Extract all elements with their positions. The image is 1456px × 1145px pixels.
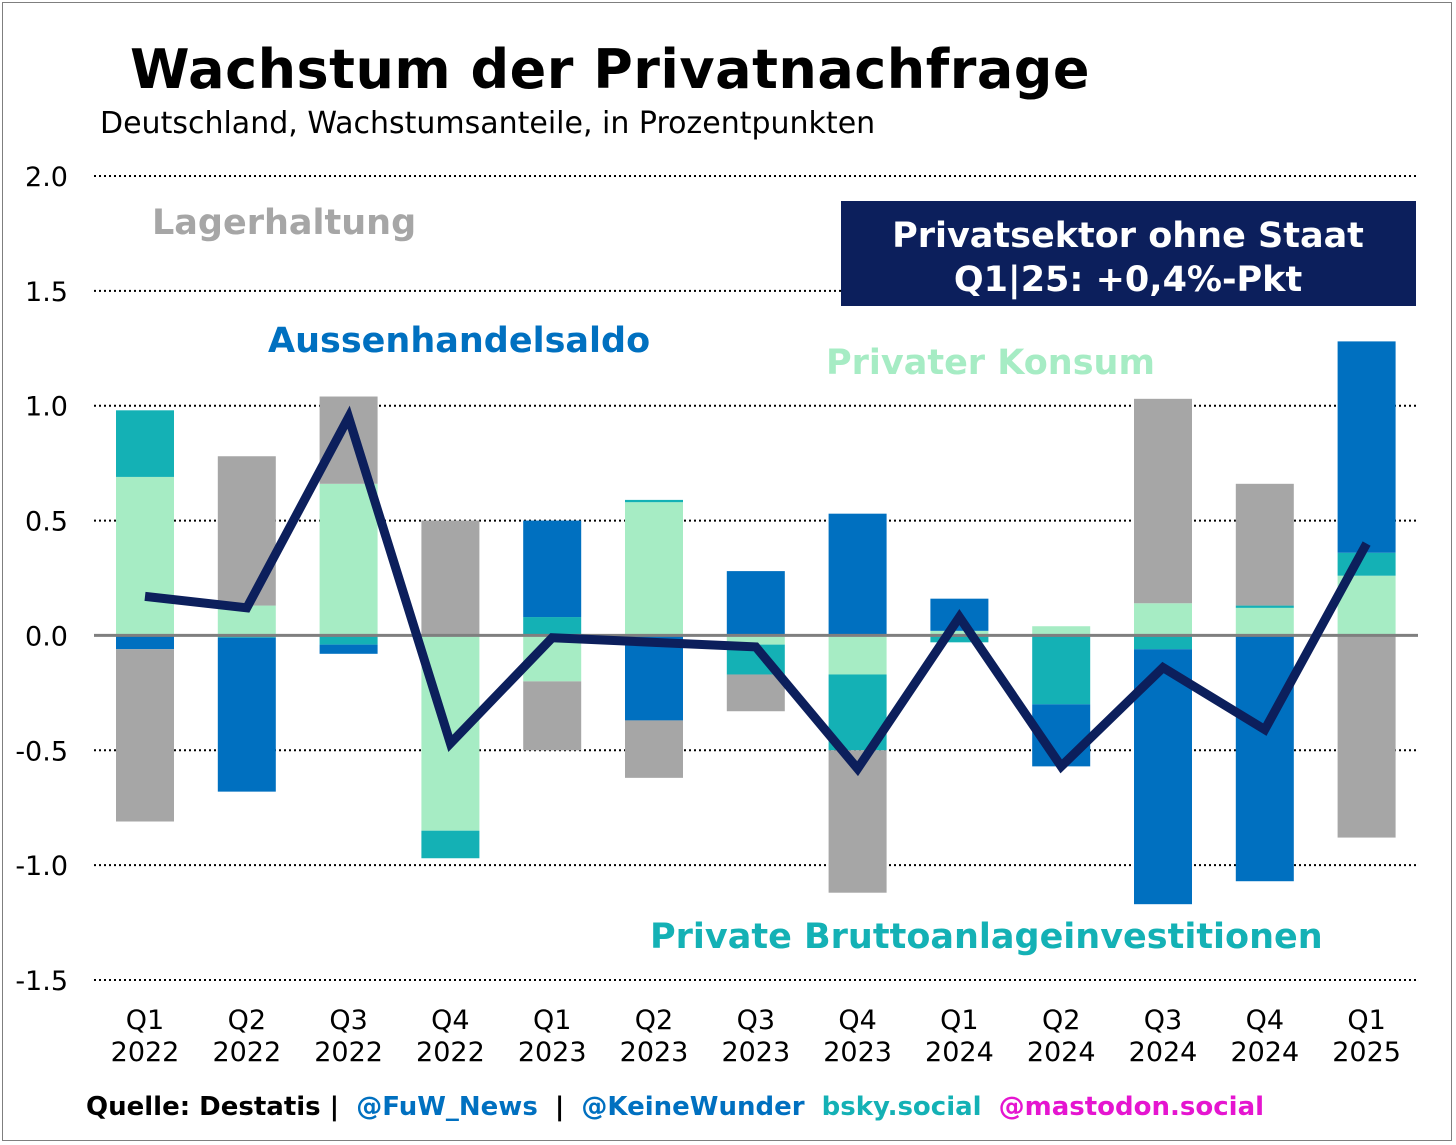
bar-segment	[625, 502, 683, 636]
bar-segment	[625, 720, 683, 778]
y-tick-label: 1.5	[25, 277, 68, 308]
bar-segment	[116, 635, 174, 650]
x-tick-label-year: 2024	[1129, 1037, 1198, 1068]
x-tick-label-year: 2023	[620, 1037, 689, 1068]
bar-segment	[625, 499, 683, 503]
y-tick-label: 2.0	[25, 162, 68, 193]
x-tick-label-year: 2022	[416, 1037, 485, 1068]
x-tick-label-year: 2022	[212, 1037, 281, 1068]
callout-line-2: Q1|25: +0,4%-Pkt	[954, 260, 1302, 300]
bar-segment	[319, 644, 378, 654]
footer-keinewunder-link[interactable]: @KeineWunder	[581, 1092, 805, 1122]
bar-segment	[1032, 635, 1091, 705]
bar-segment	[1235, 483, 1294, 606]
x-tick-label-year: 2023	[721, 1037, 790, 1068]
x-tick-label-quarter: Q3	[1144, 1005, 1182, 1036]
bar-segment	[116, 410, 174, 477]
bar-segment	[828, 513, 887, 636]
bar-segment	[319, 483, 378, 636]
x-tick-label-year: 2023	[518, 1037, 587, 1068]
x-tick-label-year: 2024	[1230, 1037, 1299, 1068]
bar-segment	[726, 674, 785, 712]
x-tick-label-quarter: Q2	[228, 1005, 266, 1036]
bar-segment	[1235, 607, 1294, 636]
bar-segment	[217, 456, 276, 606]
y-tick-label: -1.0	[15, 851, 68, 882]
x-tick-label-quarter: Q4	[1246, 1005, 1284, 1036]
bar-segment	[1134, 398, 1192, 604]
total-line	[144, 405, 1371, 777]
bar-segment	[1235, 605, 1294, 608]
bar-segment	[726, 571, 785, 636]
y-tick-label: 0.0	[25, 621, 68, 652]
x-tick-label-quarter: Q3	[737, 1005, 775, 1036]
chart-subtitle: Deutschland, Wachstumsanteile, in Prozen…	[100, 106, 876, 141]
callout-box	[841, 201, 1416, 306]
footer-bsky-link[interactable]: bsky.social	[821, 1092, 982, 1122]
bar-segment	[116, 649, 174, 822]
x-tick-label-quarter: Q1	[126, 1005, 164, 1036]
grid-lines	[94, 175, 1418, 981]
footer-mastodon-link[interactable]: @mastodon.social	[998, 1092, 1265, 1122]
annotation-lagerhaltung: Lagerhaltung	[152, 203, 416, 243]
bar-segment	[1134, 603, 1192, 636]
x-tick-label-quarter: Q4	[431, 1005, 469, 1036]
bar-segment	[116, 476, 174, 636]
x-tick-label-year: 2024	[1027, 1037, 1096, 1068]
x-tick-label-quarter: Q2	[1042, 1005, 1080, 1036]
bar-segment	[217, 637, 276, 792]
y-tick-label: -1.5	[15, 966, 68, 997]
bar-segment	[828, 635, 887, 675]
x-tick-label-year: 2024	[925, 1037, 994, 1068]
callout-line-1: Privatsektor ohne Staat	[892, 216, 1364, 256]
x-tick-label-quarter: Q1	[1347, 1005, 1385, 1036]
y-axis-labels: 2.0 1.5 1.0 0.5 0.0 -0.5 -1.0 -1.5	[15, 162, 68, 997]
annotation-bruttoanlageinvestitionen: Private Bruttoanlageinvestitionen	[650, 917, 1323, 957]
x-tick-label-year: 2022	[314, 1037, 383, 1068]
annotation-privater-konsum: Privater Konsum	[826, 343, 1155, 383]
bar-segment	[1032, 626, 1091, 636]
annotation-aussenhandelsaldo: Aussenhandelsaldo	[268, 321, 650, 361]
x-tick-label-year: 2022	[111, 1037, 180, 1068]
y-tick-label: 0.5	[25, 507, 68, 538]
x-tick-label-year: 2023	[823, 1037, 892, 1068]
bar-segment	[1134, 635, 1192, 650]
chart-title: Wachstum der Privatnachfrage	[130, 38, 1091, 101]
bar-segment	[421, 830, 480, 859]
footer: Quelle: Destatis | @FuW_News | @KeineWun…	[86, 1092, 1264, 1122]
bar-segment	[523, 520, 582, 618]
bar-segment	[1337, 341, 1396, 553]
x-tick-label-quarter: Q1	[533, 1005, 571, 1036]
y-tick-label: -0.5	[15, 736, 68, 767]
x-tick-label-quarter: Q3	[329, 1005, 367, 1036]
footer-source: Quelle: Destatis |	[86, 1092, 340, 1122]
bar-segment	[319, 635, 378, 645]
bar-segment	[930, 635, 989, 643]
bar-segment	[1235, 635, 1294, 882]
x-tick-label-year: 2025	[1332, 1037, 1401, 1068]
bars	[116, 341, 1396, 905]
x-tick-label-quarter: Q2	[635, 1005, 673, 1036]
footer-fuw-link[interactable]: @FuW_News	[356, 1092, 538, 1122]
bar-segment	[1337, 635, 1396, 838]
bar-segment	[930, 630, 989, 636]
x-axis-labels: Q12022Q22022Q32022Q42022Q12023Q22023Q320…	[111, 1005, 1401, 1068]
x-tick-label-quarter: Q1	[940, 1005, 978, 1036]
x-tick-label-quarter: Q4	[838, 1005, 876, 1036]
bar-segment	[421, 520, 480, 636]
bar-segment	[523, 617, 582, 636]
bar-segment	[625, 635, 683, 721]
footer-separator: |	[554, 1092, 565, 1122]
y-tick-label: 1.0	[25, 392, 68, 423]
bar-segment	[523, 681, 582, 751]
bar-segment	[726, 635, 785, 645]
